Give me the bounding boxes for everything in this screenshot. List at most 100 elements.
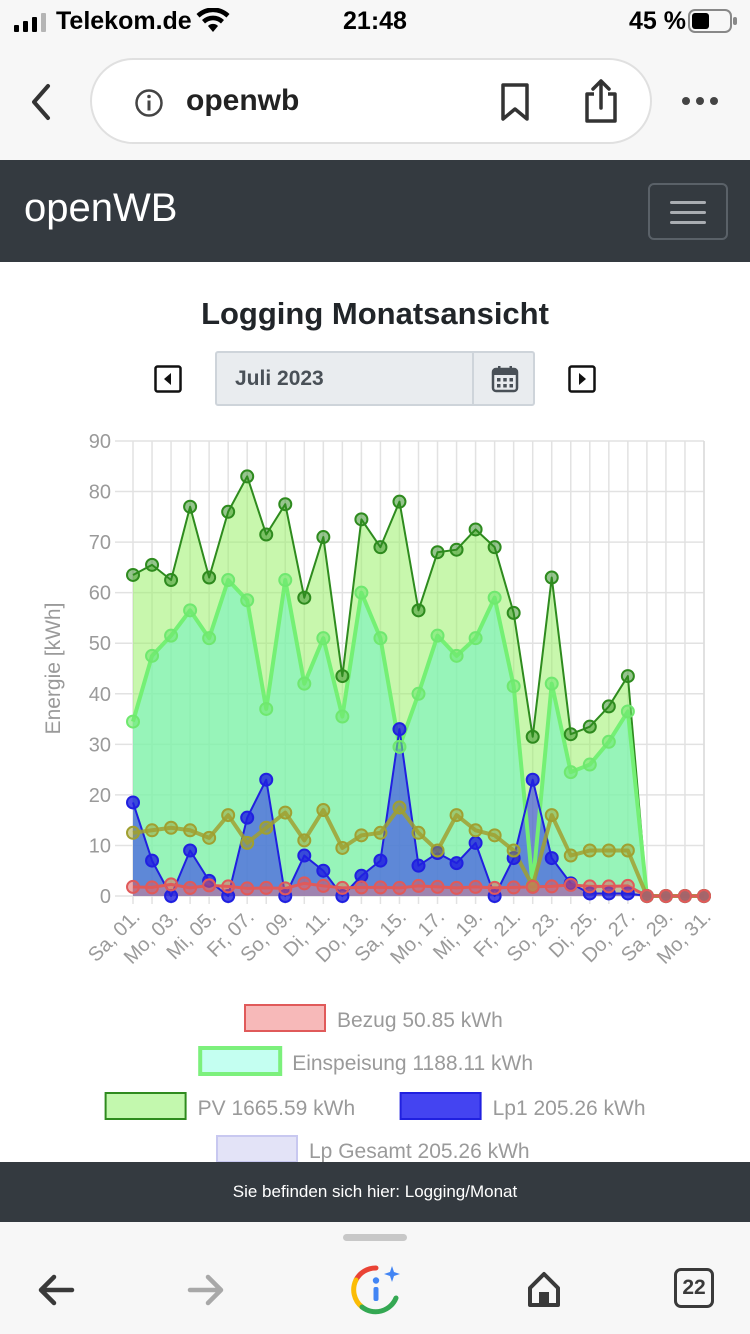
data-point-lp1 — [127, 796, 139, 808]
data-point-soc — [317, 804, 329, 816]
data-point-pv — [470, 523, 482, 535]
data-point-einspeisung — [222, 574, 234, 586]
back-chevron-icon[interactable] — [26, 82, 56, 122]
browser-toolbar: 22 — [0, 1222, 750, 1334]
data-point-bezug — [298, 877, 310, 889]
data-point-soc — [336, 842, 348, 854]
url-field[interactable]: openwb — [90, 58, 652, 144]
data-point-lp1 — [165, 890, 177, 902]
data-point-einspeisung — [432, 630, 444, 642]
data-point-pv — [184, 501, 196, 513]
google-lens-icon[interactable] — [350, 1264, 402, 1316]
data-point-lp1 — [355, 870, 367, 882]
data-point-bezug — [203, 879, 215, 891]
data-point-einspeisung — [603, 736, 615, 748]
data-point-bezug — [432, 881, 444, 893]
data-point-pv — [222, 506, 234, 518]
data-point-bezug — [260, 882, 272, 894]
legend-item-lp1[interactable]: Lp1 205.26 kWh — [401, 1093, 646, 1120]
legend-item-bezug[interactable]: Bezug 50.85 kWh — [245, 1005, 503, 1032]
data-point-bezug — [355, 881, 367, 893]
month-selector[interactable]: Juli 2023 — [215, 351, 535, 406]
previous-month-button[interactable] — [154, 365, 182, 393]
y-tick-label: 90 — [89, 431, 111, 453]
data-point-soc — [432, 845, 444, 857]
more-options-icon[interactable] — [680, 94, 720, 108]
data-point-einspeisung — [413, 688, 425, 700]
data-point-bezug — [222, 880, 234, 892]
bookmark-icon[interactable] — [498, 82, 532, 122]
data-point-soc — [413, 827, 425, 839]
data-point-lp1 — [470, 837, 482, 849]
y-tick-label: 70 — [89, 532, 111, 554]
battery-percentage: 45 % — [629, 7, 686, 36]
data-point-soc — [184, 824, 196, 836]
legend-item-pv[interactable]: PV 1665.59 kWh — [106, 1093, 356, 1120]
data-point-soc — [355, 829, 367, 841]
legend-item-einspeisung[interactable]: Einspeisung 1188.11 kWh — [200, 1048, 533, 1075]
brand-logo-text[interactable]: openWB — [24, 186, 177, 231]
next-month-button[interactable] — [568, 365, 596, 393]
data-point-soc — [451, 809, 463, 821]
data-point-soc — [146, 824, 158, 836]
data-point-pv — [241, 470, 253, 482]
tabs-count-button[interactable]: 22 — [674, 1268, 714, 1308]
legend-swatch — [200, 1048, 280, 1074]
data-point-einspeisung — [546, 678, 558, 690]
data-point-bezug — [336, 882, 348, 894]
y-tick-label: 60 — [89, 583, 111, 605]
menu-toggle-button[interactable] — [648, 183, 728, 240]
data-point-bezug — [622, 880, 634, 892]
hamburger-line — [670, 201, 706, 204]
legend-item-lp_gesamt[interactable]: Lp Gesamt 205.26 kWh — [217, 1136, 530, 1163]
data-point-einspeisung — [584, 759, 596, 771]
data-point-bezug — [679, 890, 691, 902]
toolbar-grab-handle[interactable] — [343, 1234, 407, 1241]
back-arrow-icon[interactable] — [36, 1272, 76, 1308]
y-tick-label: 50 — [89, 633, 111, 655]
data-point-pv — [565, 728, 577, 740]
data-point-bezug — [527, 881, 539, 893]
data-point-pv — [451, 544, 463, 556]
data-point-lp1 — [451, 857, 463, 869]
data-point-lp1 — [527, 774, 539, 786]
info-icon[interactable] — [134, 88, 164, 118]
data-point-bezug — [317, 880, 329, 892]
status-bar: Telekom.de 21:48 45 % — [0, 0, 750, 42]
calendar-button[interactable] — [472, 353, 535, 404]
data-point-soc — [584, 845, 596, 857]
data-point-pv — [508, 607, 520, 619]
y-axis-title: Energie [kWh] — [42, 603, 65, 735]
data-point-pv — [165, 574, 177, 586]
legend-label: PV 1665.59 kWh — [198, 1097, 356, 1120]
data-point-bezug — [565, 879, 577, 891]
data-point-lp1 — [374, 855, 386, 867]
data-point-bezug — [374, 881, 386, 893]
breadcrumb: Sie befinden sich hier: Logging/Monat — [0, 1162, 750, 1222]
forward-arrow-icon[interactable] — [186, 1272, 226, 1308]
data-point-einspeisung — [393, 741, 405, 753]
legend-label: Lp Gesamt 205.26 kWh — [309, 1140, 530, 1163]
url-text: openwb — [186, 84, 299, 118]
data-point-bezug — [241, 882, 253, 894]
share-icon[interactable] — [582, 78, 620, 124]
data-point-einspeisung — [317, 632, 329, 644]
calendar-icon — [491, 365, 519, 393]
data-point-einspeisung — [374, 632, 386, 644]
data-point-soc — [565, 850, 577, 862]
legend-swatch — [245, 1005, 325, 1031]
data-point-soc — [470, 824, 482, 836]
data-point-einspeisung — [508, 680, 520, 692]
data-point-einspeisung — [279, 574, 291, 586]
data-point-lp1 — [241, 812, 253, 824]
y-tick-label: 10 — [89, 835, 111, 857]
data-point-pv — [336, 670, 348, 682]
data-point-lp1 — [546, 852, 558, 864]
data-point-bezug — [184, 882, 196, 894]
data-point-bezug — [698, 890, 710, 902]
data-point-pv — [546, 572, 558, 584]
home-icon[interactable] — [526, 1270, 562, 1308]
data-point-einspeisung — [336, 711, 348, 723]
data-point-einspeisung — [470, 632, 482, 644]
browser-address-bar: openwb — [0, 42, 750, 160]
